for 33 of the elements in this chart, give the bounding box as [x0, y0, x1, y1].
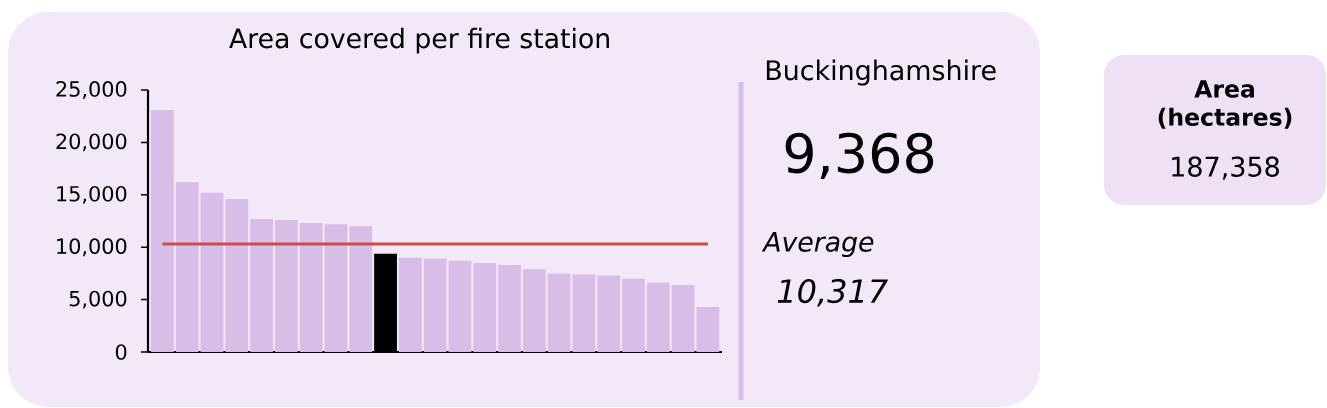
bar	[498, 265, 521, 352]
bar	[324, 224, 348, 352]
bar	[398, 257, 422, 352]
y-tick-label: 10,000	[57, 238, 127, 257]
bar	[250, 218, 273, 352]
text: Area (hectares)	[1158, 80, 1292, 129]
bar	[200, 192, 224, 352]
y-tick-label: 15,000	[57, 185, 127, 204]
bar	[622, 278, 645, 352]
bar	[423, 258, 447, 352]
bar	[225, 199, 249, 352]
bar	[299, 223, 323, 352]
bar	[473, 262, 497, 352]
bar	[671, 284, 695, 352]
text: 9,368	[785, 132, 934, 179]
bar	[150, 109, 174, 352]
y-tick-label: 25,000	[56, 81, 127, 99]
bar	[646, 282, 670, 352]
chart-title: Area covered per fire station	[229, 27, 609, 54]
text: 187,358	[1172, 156, 1279, 180]
y-tick-label: 20,000	[56, 133, 127, 152]
y-tick-label: 0	[115, 344, 127, 360]
text: Average	[761, 232, 874, 258]
bar	[175, 182, 199, 352]
bar	[349, 226, 373, 352]
bar	[448, 260, 472, 352]
text: 10,317	[777, 278, 888, 307]
y-tick-label: 5,000	[69, 290, 127, 309]
bar	[274, 219, 298, 352]
text: Buckinghamshire	[766, 59, 996, 86]
bar	[522, 269, 546, 352]
bar	[696, 306, 720, 352]
bar	[597, 275, 621, 352]
